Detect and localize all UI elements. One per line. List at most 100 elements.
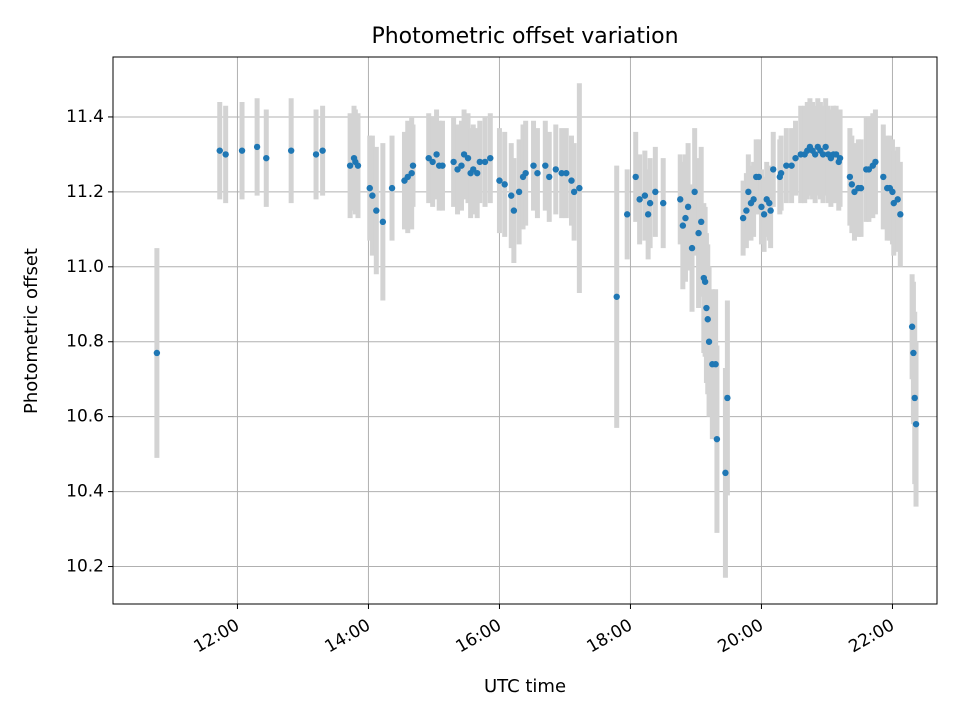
y-tick-label: 10.8 bbox=[66, 332, 104, 352]
data-point bbox=[388, 184, 396, 192]
data-point bbox=[712, 361, 719, 368]
data-point bbox=[703, 304, 710, 312]
data-point bbox=[429, 158, 436, 166]
data-point bbox=[701, 278, 709, 285]
data-point bbox=[501, 181, 508, 188]
data-point bbox=[644, 211, 652, 218]
data-point bbox=[811, 151, 819, 158]
data-point bbox=[542, 162, 549, 169]
data-point bbox=[508, 192, 515, 199]
data-point bbox=[822, 143, 829, 151]
data-point bbox=[496, 177, 503, 184]
data-point bbox=[846, 173, 854, 181]
data-point bbox=[750, 196, 757, 203]
data-point bbox=[660, 199, 667, 207]
data-point bbox=[767, 207, 774, 214]
y-axis-ticks: 10.2 10.4 10.6 10.8 11.0 11.2 11.4 bbox=[66, 107, 113, 577]
data-point bbox=[646, 199, 654, 207]
data-points bbox=[153, 143, 920, 477]
data-point bbox=[684, 203, 692, 211]
data-point bbox=[880, 173, 887, 181]
data-point bbox=[570, 188, 578, 196]
data-point bbox=[287, 147, 295, 154]
data-point bbox=[379, 218, 387, 226]
data-point bbox=[346, 162, 354, 169]
data-point bbox=[530, 162, 537, 169]
y-tick-label: 10.4 bbox=[66, 482, 104, 502]
data-point bbox=[682, 214, 689, 222]
data-point bbox=[312, 151, 320, 158]
data-point bbox=[558, 169, 565, 177]
data-point bbox=[897, 211, 904, 218]
data-point bbox=[238, 147, 246, 154]
data-point bbox=[481, 158, 489, 166]
x-axis-label: UTC time bbox=[484, 676, 566, 697]
data-point bbox=[354, 162, 362, 169]
data-point bbox=[487, 154, 494, 162]
data-point bbox=[872, 158, 879, 166]
data-point bbox=[792, 154, 799, 162]
data-point bbox=[476, 158, 484, 166]
data-point bbox=[788, 162, 795, 169]
data-point bbox=[369, 192, 376, 199]
plot-area-frame bbox=[112, 56, 938, 605]
data-point bbox=[613, 293, 620, 300]
data-point bbox=[641, 192, 649, 199]
data-point bbox=[216, 147, 223, 154]
data-point bbox=[770, 166, 777, 173]
data-point bbox=[755, 173, 763, 181]
data-point bbox=[222, 151, 229, 158]
data-point bbox=[713, 435, 721, 443]
data-point bbox=[724, 394, 731, 402]
data-point bbox=[679, 222, 687, 229]
y-tick-label: 10.6 bbox=[66, 407, 104, 427]
data-point bbox=[688, 244, 696, 252]
data-point bbox=[253, 143, 261, 151]
data-point bbox=[777, 169, 785, 177]
data-point bbox=[458, 162, 465, 169]
data-point bbox=[857, 184, 865, 192]
data-point bbox=[522, 169, 529, 177]
data-point bbox=[636, 196, 643, 203]
data-point bbox=[473, 169, 481, 177]
data-point bbox=[546, 173, 553, 181]
data-point bbox=[739, 214, 747, 222]
data-point bbox=[568, 177, 575, 184]
data-point bbox=[366, 184, 373, 192]
data-point bbox=[908, 323, 916, 330]
data-point bbox=[652, 188, 659, 196]
data-point bbox=[319, 147, 326, 154]
data-point bbox=[433, 151, 440, 158]
data-point bbox=[758, 203, 765, 211]
data-point bbox=[263, 154, 270, 162]
data-point bbox=[743, 207, 750, 214]
y-tick-label: 10.2 bbox=[66, 557, 104, 577]
data-point bbox=[695, 229, 702, 237]
data-point bbox=[911, 394, 918, 402]
data-point bbox=[766, 199, 773, 207]
data-point bbox=[534, 169, 541, 177]
data-point bbox=[623, 211, 631, 218]
data-point bbox=[552, 166, 559, 173]
y-tick-label: 11.2 bbox=[66, 182, 104, 202]
data-point bbox=[783, 162, 790, 169]
data-point bbox=[464, 154, 472, 162]
data-point bbox=[563, 169, 570, 177]
data-point bbox=[894, 196, 901, 203]
data-point bbox=[373, 207, 380, 214]
data-point bbox=[697, 218, 705, 226]
y-tick-label: 11.0 bbox=[66, 257, 104, 277]
data-point bbox=[515, 188, 523, 196]
data-point bbox=[632, 173, 639, 181]
data-point bbox=[722, 469, 729, 477]
data-point bbox=[408, 169, 415, 177]
data-point bbox=[691, 188, 698, 196]
data-point bbox=[745, 188, 752, 196]
data-point bbox=[409, 162, 417, 169]
data-point bbox=[910, 349, 917, 357]
data-point bbox=[836, 154, 844, 162]
y-tick-label: 11.4 bbox=[66, 107, 104, 127]
data-point bbox=[760, 211, 768, 218]
y-axis-label: Photometric offset bbox=[21, 248, 42, 414]
